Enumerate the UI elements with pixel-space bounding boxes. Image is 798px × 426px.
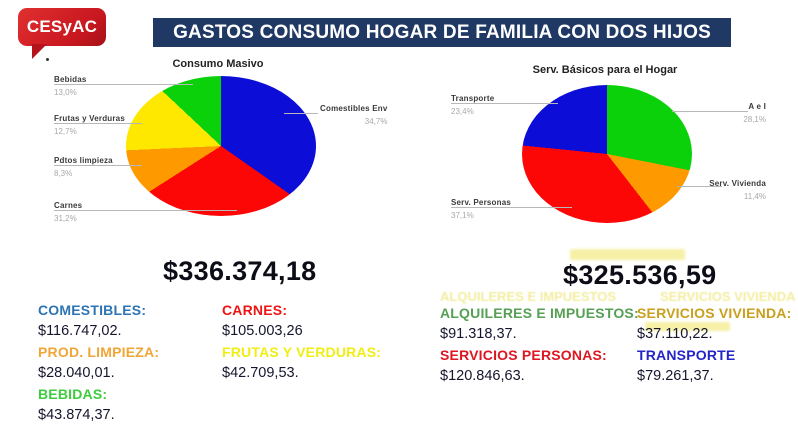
- expense-value: $28.040,01.: [38, 365, 115, 381]
- chart-title-consumo-masivo: Consumo Masivo: [172, 58, 264, 70]
- logo-dot: [46, 58, 49, 61]
- expense-value: $79.261,37.: [637, 368, 714, 384]
- chart-title-serv-basicos: Serv. Básicos para el Hogar: [532, 64, 678, 76]
- total-consumo-masivo: $336.374,18: [163, 256, 317, 286]
- expense-label: SERVICIOS VIVIENDA:: [637, 305, 792, 321]
- page-title-text: GASTOS CONSUMO HOGAR DE FAMILIA CON DOS …: [173, 21, 711, 43]
- expense-label: CARNES:: [222, 302, 288, 318]
- pie-chart-consumo-masivo: [126, 76, 316, 216]
- leader-line: [54, 84, 193, 85]
- pie-label-frutas-y-verduras: Frutas y Verduras 12,7%: [54, 114, 125, 136]
- expense-label: COMESTIBLES:: [38, 302, 147, 318]
- logo-speech-bubble: CESyAC: [18, 8, 106, 46]
- ghost-text-vivienda: SERVICIOS VIVIENDA: [660, 289, 796, 304]
- logo-text: CESyAC: [26, 17, 98, 36]
- pie-label-pdtos-limpieza: Pdtos limpieza 8,3%: [54, 156, 113, 178]
- expense-value: $42.709,53.: [222, 365, 299, 381]
- pie-label-transporte: Transporte 23,4%: [451, 94, 495, 116]
- expense-label: PROD. LIMPIEZA:: [38, 344, 160, 360]
- page-title: GASTOS CONSUMO HOGAR DE FAMILIA CON DOS …: [153, 18, 731, 47]
- pie-chart-serv-basicos: [522, 85, 692, 223]
- logo-bubble-tail-icon: [32, 44, 47, 59]
- expense-label: TRANSPORTE: [637, 347, 736, 363]
- pie-label-a-e-i: A e I 28,1%: [743, 102, 766, 124]
- pie-label-bebidas: Bebidas 13,0%: [54, 75, 87, 97]
- expense-value: $91.318,37.: [440, 326, 517, 342]
- leader-line: [284, 113, 318, 114]
- leader-line: [54, 210, 237, 211]
- pie-label-carnes: Carnes 31,2%: [54, 201, 83, 223]
- expense-value: $116.747,02.: [38, 323, 122, 339]
- ghost-artifact: [645, 322, 730, 331]
- expense-value: $105.003,26: [222, 323, 303, 339]
- expense-value: $37.110,22.: [637, 326, 713, 342]
- expense-label: FRUTAS Y VERDURAS:: [222, 344, 382, 360]
- pie-label-comestibles-env: Comestibles Env 34,7%: [320, 104, 388, 126]
- leader-line: [451, 103, 558, 104]
- leader-line: [451, 207, 572, 208]
- expense-list-right-2: SERVICIOS VIVIENDA: $37.110,22. TRANSPORTE…: [637, 303, 791, 387]
- cesyac-logo: CESyAC: [18, 8, 106, 61]
- expense-list-right-1: ALQUILERES E IMPUESTOS: $91.318,37. SERVIC…: [440, 303, 639, 387]
- expense-value: $43.874,37.: [38, 407, 115, 423]
- leader-line: [677, 186, 722, 187]
- expense-label: ALQUILERES E IMPUESTOS:: [440, 305, 639, 321]
- expense-value: $120.846,63.: [440, 368, 525, 384]
- leader-line: [54, 165, 142, 166]
- pie-label-serv-personas: Serv. Personas 37,1%: [451, 198, 512, 220]
- total-serv-basicos: $325.536,59: [563, 260, 717, 290]
- expense-label: BEBIDAS:: [38, 386, 108, 402]
- pie-label-serv-vivienda: Serv. Vivienda 11,4%: [709, 179, 766, 201]
- ghost-text-alquileres: ALQUILERES E IMPUESTOS: [440, 289, 617, 304]
- leader-line: [54, 123, 142, 124]
- leader-line: [672, 111, 748, 112]
- expense-list-left-1: COMESTIBLES: $116.747,02. PROD. LIMPIEZA: $…: [38, 300, 159, 426]
- expense-label: SERVICIOS PERSONAS:: [440, 347, 607, 363]
- expense-list-left-2: CARNES: $105.003,26 FRUTAS Y VERDURAS: $42.…: [222, 300, 381, 384]
- ghost-artifact: [570, 249, 685, 260]
